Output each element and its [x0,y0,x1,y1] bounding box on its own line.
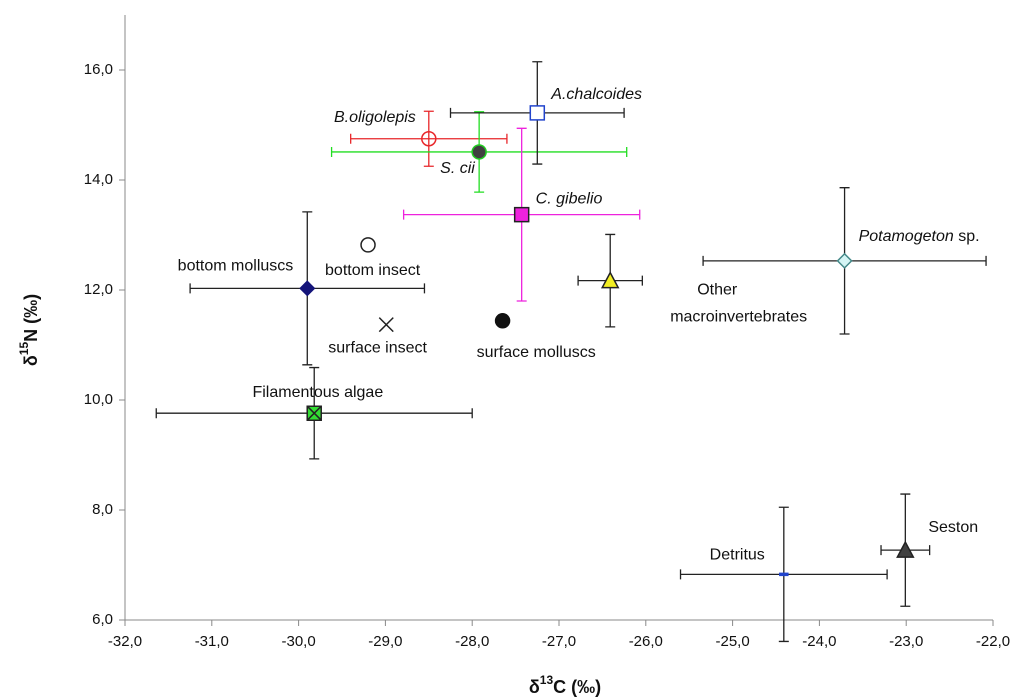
point-label: B.oligolepis [334,109,416,126]
x-tick-label: -25,0 [715,633,749,650]
label-segment: Filamentous algae [252,384,383,401]
x-tick-label: -26,0 [629,633,663,650]
point-label: surface molluscs [477,344,596,361]
label-segment: A.chalcoides [550,86,642,103]
marker [836,252,853,269]
marker [529,105,546,121]
y-tick-label: 14,0 [84,171,113,188]
x-tick-label: -24,0 [802,633,836,650]
y-axis-title: δ15N (‰) [17,294,41,366]
label-segment: Seston [928,519,978,536]
label-segment: surface insect [328,340,427,357]
label-segment: surface molluscs [477,344,596,361]
x-tick-label: -22,0 [976,633,1010,650]
label-segment: bottom insect [325,262,421,279]
x-tick-label: -31,0 [195,633,229,650]
y-tick-label: 16,0 [84,61,113,78]
marker [306,405,322,421]
label-segment: bottom molluscs [178,258,294,275]
label-segment: S. cii [440,160,475,177]
marker [421,131,437,147]
y-tick-label: 12,0 [84,281,113,298]
point-label: Detritus [710,547,765,564]
point-label: A.chalcoides [550,86,642,103]
x-tick-label: -23,0 [889,633,923,650]
marker [513,206,530,223]
marker [471,144,487,160]
point-label: Potamogeton sp. [859,228,980,245]
point-label: bottom insect [325,262,421,279]
marker [494,313,511,329]
marker [779,572,789,577]
marker [896,540,915,558]
x-tick-label: -27,0 [542,633,576,650]
point-label: S. cii [440,160,475,177]
label-segment: Potamogeton [859,228,954,245]
y-tick-label: 6,0 [92,611,113,628]
label-segment: C. gibelio [536,191,603,208]
label-segment: macroinvertebrates [670,309,807,326]
point-label: Other macroinvertebrates [670,282,807,326]
y-tick-label: 10,0 [84,391,113,408]
label-segment: Detritus [710,547,765,564]
marker [299,280,316,297]
point-label: Seston [928,519,978,536]
point-label: surface insect [328,340,427,357]
label-segment: B.oligolepis [334,109,416,126]
label-segment: sp. [954,228,980,245]
marker [360,237,376,253]
y-tick-label: 8,0 [92,501,113,518]
marker [378,317,394,333]
x-axis-title: δ13C (‰) [529,673,601,697]
point-label: Filamentous algae [252,384,383,401]
x-tick-label: -28,0 [455,633,489,650]
x-tick-label: -32,0 [108,633,142,650]
label-segment: Other [697,282,738,299]
point-label: C. gibelio [536,191,603,208]
y-error-bar [423,110,434,167]
x-tick-label: -30,0 [281,633,315,650]
marker [600,271,620,289]
x-tick-label: -29,0 [368,633,402,650]
point-label: bottom molluscs [178,258,294,275]
